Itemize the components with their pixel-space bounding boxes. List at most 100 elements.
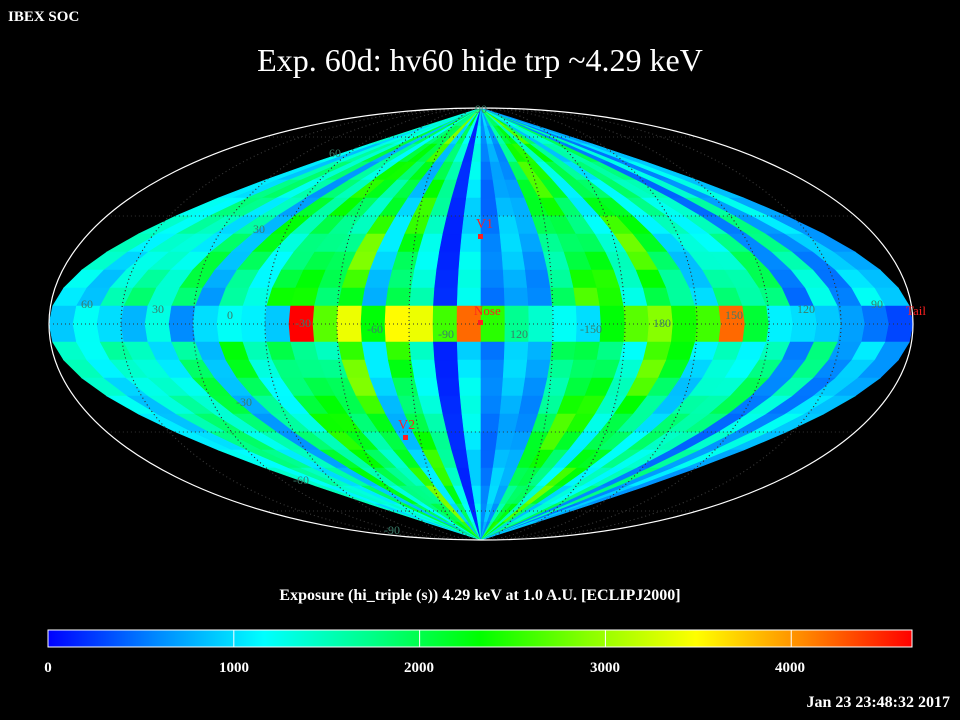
exposure-cell: [528, 323, 554, 343]
exposure-cell: [573, 341, 601, 361]
exposure-cell: [596, 341, 625, 361]
exposure-cell: [885, 323, 913, 343]
exposure-cell: [290, 287, 320, 307]
exposure-cell: [480, 323, 506, 343]
exposure-cell: [337, 341, 366, 361]
exposure-cell: [384, 305, 410, 325]
exposure-cell: [384, 323, 410, 343]
exposure-cell: [312, 323, 339, 343]
exposure-cell: [463, 197, 482, 217]
exposure-cell: [503, 287, 529, 307]
exposure-cell: [216, 323, 244, 343]
exposure-cell: [457, 269, 482, 289]
exposure-cell: [813, 305, 842, 325]
exposure-cell: [499, 233, 523, 253]
exposure-cell: [527, 341, 553, 361]
exposure-cell: [480, 377, 504, 397]
exposure-cell: [409, 287, 435, 307]
tail-label: Tail: [906, 303, 926, 318]
exposure-cell: [387, 269, 415, 289]
exposure-cell: [528, 305, 554, 325]
graticule-labels: 90 60 30 -30 -60 -90 60 30 0 -30 -60 -90…: [81, 102, 883, 537]
exposure-cell: [432, 305, 458, 325]
exposure-cell: [599, 305, 626, 325]
exposure-cell: [501, 251, 526, 271]
lon-label-0: 0: [227, 308, 233, 322]
exposure-cell: [599, 323, 626, 343]
v2-marker: [403, 435, 408, 440]
exposure-cell: [439, 233, 463, 253]
exposure-cell: [120, 305, 149, 325]
exposure-cell: [240, 323, 268, 343]
lat-label-30: 30: [253, 222, 265, 236]
exposure-cell: [120, 323, 149, 343]
exposure-cell: [456, 341, 482, 361]
exposure-cell: [503, 341, 529, 361]
colorbar-ticks: [47, 630, 792, 647]
exposure-cell: [502, 359, 528, 379]
exposure-cell: [552, 323, 578, 343]
exposure-cell: [861, 323, 890, 343]
exposure-cell: [264, 305, 291, 325]
graticule-meridian: [192, 108, 770, 540]
soc-label: IBEX SOC: [8, 9, 80, 25]
sky-map: 90 60 30 -30 -60 -90 60 30 0 -30 -60 -90…: [48, 102, 926, 541]
exposure-cell: [547, 359, 575, 379]
exposure-cell: [525, 269, 551, 289]
exposure-cell: [619, 287, 648, 307]
colorbar-tick-label-2000: 2000: [404, 660, 434, 676]
exposure-cell: [458, 377, 482, 397]
exposure-cell: [501, 377, 526, 397]
exposure-cell: [502, 269, 528, 289]
lon-label-180: 180: [653, 316, 671, 330]
exposure-cell: [192, 323, 220, 343]
exposure-cell: [458, 251, 482, 271]
exposure-cell: [766, 305, 794, 325]
exposure-cell: [480, 521, 538, 540]
exposure-cell: [837, 323, 866, 343]
exposure-cell: [408, 305, 434, 325]
exposure-cell: [49, 323, 77, 343]
exposure-cell: [459, 395, 482, 415]
exposure-cell: [290, 341, 320, 361]
exposure-cell: [813, 323, 842, 343]
exposure-cell: [336, 305, 363, 325]
exposure-cell: [550, 287, 577, 307]
exposure-cell: [385, 287, 412, 307]
exposure-cell: [168, 323, 196, 343]
exposure-cell: [411, 269, 437, 289]
exposure-cell: [336, 323, 363, 343]
exposure-cell: [96, 305, 125, 325]
colorbar-tick-label-1000: 1000: [219, 660, 249, 676]
graticule-meridian: [408, 108, 554, 540]
exposure-cell: [49, 305, 77, 325]
lon-label-neg150: -150: [580, 322, 602, 336]
exposure-cell: [411, 359, 437, 379]
exposure-cell: [837, 305, 866, 325]
exposure-cell: [314, 341, 343, 361]
exposure-cell: [361, 341, 389, 361]
exposure-cell: [192, 305, 220, 325]
exposure-cell: [742, 305, 770, 325]
exposure-cell: [434, 359, 460, 379]
exposure-cell: [596, 287, 625, 307]
exposure-cell: [671, 323, 698, 343]
exposure-cell: [885, 305, 913, 325]
exposure-cell: [525, 359, 551, 379]
exposure-cell: [480, 233, 503, 253]
exposure-cell: [694, 305, 722, 325]
exposure-cell: [742, 323, 770, 343]
graticule-meridian: [120, 108, 842, 540]
colorbar-caption: Exposure (hi_triple (s)) 4.29 keV at 1.0…: [279, 587, 681, 604]
v1-marker: [478, 234, 483, 239]
exposure-cell: [694, 323, 722, 343]
exposure-cell: [364, 269, 393, 289]
exposure-cell: [457, 359, 482, 379]
lon-label-90-right: 90: [871, 297, 883, 311]
exposure-cell: [436, 251, 461, 271]
lon-label-150: 150: [725, 308, 743, 322]
exposure-cell: [766, 323, 794, 343]
colorbar-gradient: [47, 629, 913, 648]
exposure-cell: [461, 413, 482, 433]
colorbar-tick-label-4000: 4000: [775, 660, 805, 676]
